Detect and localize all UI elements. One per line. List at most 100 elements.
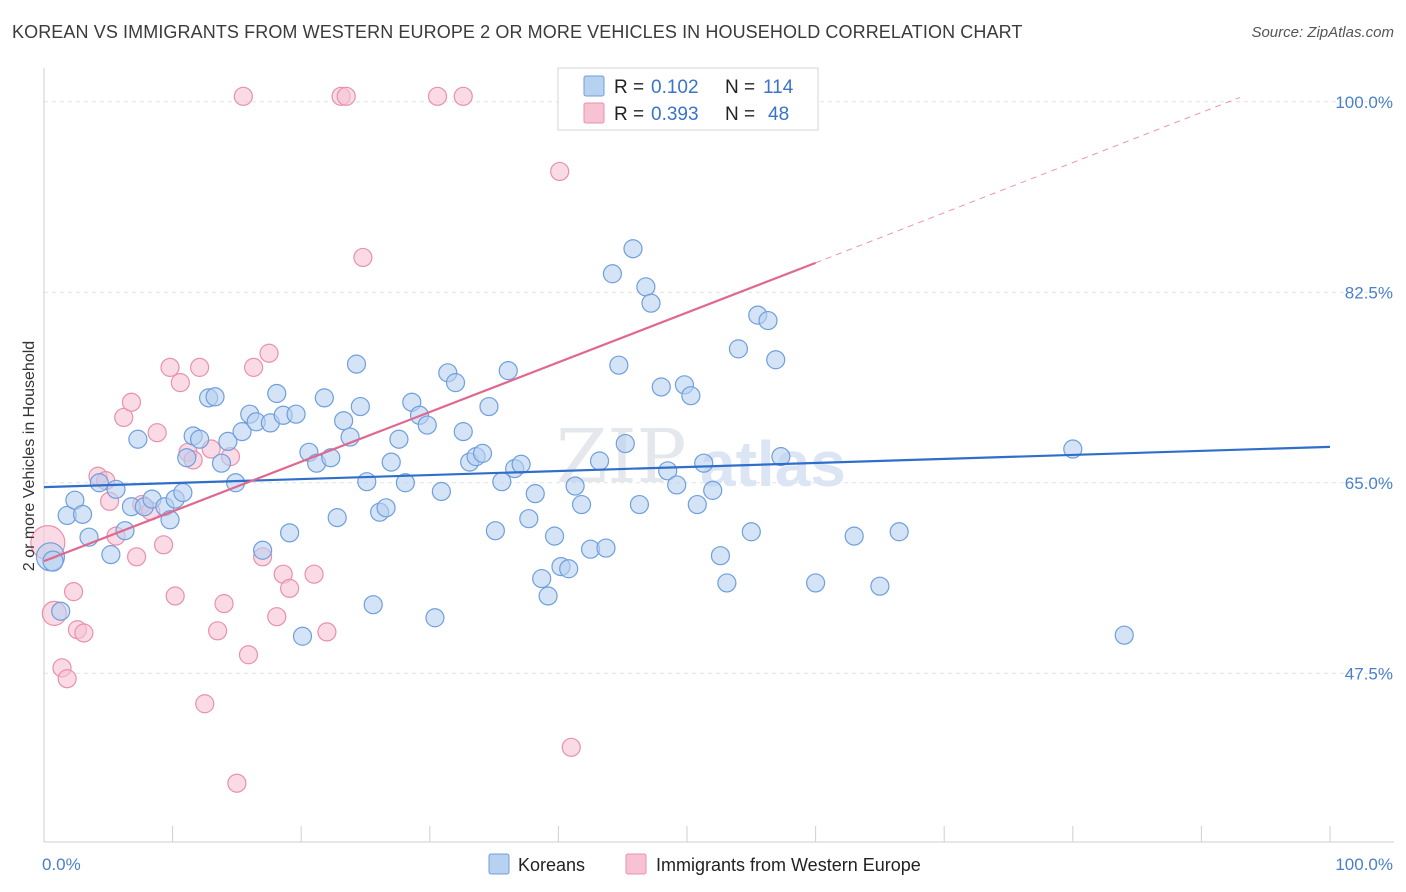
point-immigrants-39 — [317, 622, 337, 642]
point-immigrants-29 — [227, 773, 247, 793]
legend-n-value-immigrants: 48 — [768, 104, 789, 125]
point-koreans-30 — [253, 540, 273, 560]
y-tick-label-1: 65.0% — [1345, 474, 1393, 493]
point-koreans-105 — [805, 573, 826, 593]
point-koreans-104 — [771, 447, 791, 467]
point-koreans-2 — [51, 601, 71, 621]
point-immigrants-24 — [195, 694, 215, 714]
point-koreans-85 — [623, 239, 643, 259]
y-tick-label-0: 47.5% — [1345, 664, 1393, 683]
point-immigrants-16 — [147, 423, 167, 443]
grid-lines — [44, 101, 1390, 674]
point-immigrants-46 — [561, 737, 581, 757]
point-koreans-42 — [334, 411, 354, 431]
legend-r-value-koreans: 0.102 — [651, 77, 699, 98]
x-tick-labels: 0.0% 100.0% — [42, 855, 1393, 874]
point-koreans-106 — [844, 526, 864, 546]
point-koreans-35 — [286, 404, 306, 424]
legend-n-value-koreans: 114 — [763, 77, 794, 98]
point-koreans-94 — [687, 494, 707, 515]
point-koreans-102 — [758, 310, 778, 331]
point-immigrants-34 — [259, 343, 279, 363]
point-koreans-98 — [717, 573, 737, 593]
point-koreans-41 — [327, 508, 347, 528]
x-tick-label-0: 0.0% — [42, 855, 81, 874]
point-koreans-87 — [636, 277, 656, 297]
y-tick-label-3: 100.0% — [1335, 93, 1393, 112]
point-immigrants-4 — [63, 582, 84, 602]
point-immigrants-17 — [153, 535, 174, 555]
point-koreans-100 — [741, 522, 761, 542]
legend-r-label-immigrants: R = — [614, 104, 644, 125]
point-koreans-55 — [417, 415, 437, 435]
point-koreans-18 — [173, 482, 193, 503]
point-koreans-5 — [72, 504, 93, 524]
point-immigrants-12 — [121, 392, 142, 412]
point-koreans-70 — [519, 509, 539, 529]
point-immigrants-19 — [165, 586, 185, 606]
point-koreans-81 — [596, 538, 616, 558]
source-credit: Source: ZipAtlas.com — [1251, 24, 1394, 41]
point-immigrants-30 — [233, 86, 253, 106]
point-koreans-64 — [479, 396, 499, 417]
point-koreans-83 — [609, 355, 629, 375]
point-koreans-45 — [350, 396, 370, 417]
point-koreans-89 — [651, 377, 671, 397]
point-koreans-40 — [321, 448, 341, 468]
point-koreans-69 — [511, 454, 531, 474]
point-koreans-12 — [128, 429, 148, 449]
point-koreans-97 — [710, 546, 731, 566]
point-immigrants-26 — [208, 621, 228, 641]
trend-line-immigrants — [43, 261, 816, 563]
point-koreans-59 — [445, 373, 466, 393]
point-koreans-32 — [267, 383, 287, 404]
legend-n-label-immigrants: N = — [725, 104, 755, 125]
point-koreans-49 — [376, 498, 396, 518]
point-immigrants-31 — [238, 645, 259, 665]
point-koreans-51 — [389, 429, 409, 449]
point-koreans-39 — [314, 388, 334, 408]
series-legend: Koreans Immigrants from Western Europe — [488, 853, 921, 875]
point-koreans-107 — [870, 576, 890, 596]
series-legend-label-immigrants: Immigrants from Western Europe — [656, 855, 921, 875]
point-immigrants-44 — [453, 86, 473, 106]
series-immigrants-points — [30, 86, 581, 793]
point-immigrants-45 — [550, 161, 570, 182]
series-koreans-points — [35, 239, 1134, 646]
trend-lines — [43, 96, 1331, 563]
series-legend-swatch-immigrants — [625, 853, 647, 875]
trend-line-immigrants-extension — [815, 96, 1241, 264]
legend-n-label-koreans: N = — [725, 77, 755, 98]
legend-r-label-koreans: R = — [614, 77, 644, 98]
point-koreans-65 — [485, 521, 505, 541]
series-legend-swatch-koreans — [488, 853, 510, 875]
legend-swatch-immigrants — [583, 102, 605, 124]
point-immigrants-20 — [170, 373, 190, 393]
point-immigrants-38 — [304, 564, 324, 584]
point-koreans-63 — [472, 443, 493, 463]
point-koreans-73 — [538, 586, 558, 606]
point-koreans-76 — [559, 559, 579, 579]
point-immigrants-27 — [214, 594, 234, 614]
point-koreans-80 — [589, 451, 610, 471]
point-immigrants-6 — [74, 623, 94, 643]
point-koreans-19 — [177, 448, 197, 468]
point-koreans-77 — [565, 476, 585, 496]
point-koreans-52 — [395, 473, 415, 493]
point-immigrants-3 — [57, 669, 77, 689]
point-koreans-74 — [544, 526, 565, 546]
chart-title: KOREAN VS IMMIGRANTS FROM WESTERN EUROPE… — [12, 22, 1023, 42]
point-koreans-99 — [728, 339, 749, 359]
point-koreans-60 — [453, 422, 473, 442]
point-koreans-86 — [629, 494, 650, 515]
point-immigrants-13 — [126, 547, 147, 567]
point-koreans-82 — [602, 264, 623, 284]
point-immigrants-35 — [267, 607, 287, 627]
point-koreans-93 — [681, 386, 701, 406]
point-koreans-96 — [703, 480, 723, 500]
point-koreans-46 — [357, 472, 377, 492]
point-koreans-36 — [292, 626, 313, 646]
point-immigrants-11 — [114, 407, 134, 428]
point-koreans-95 — [694, 453, 714, 473]
